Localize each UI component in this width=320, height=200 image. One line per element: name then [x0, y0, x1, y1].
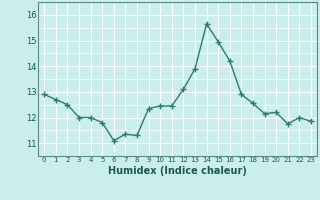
X-axis label: Humidex (Indice chaleur): Humidex (Indice chaleur)	[108, 166, 247, 176]
